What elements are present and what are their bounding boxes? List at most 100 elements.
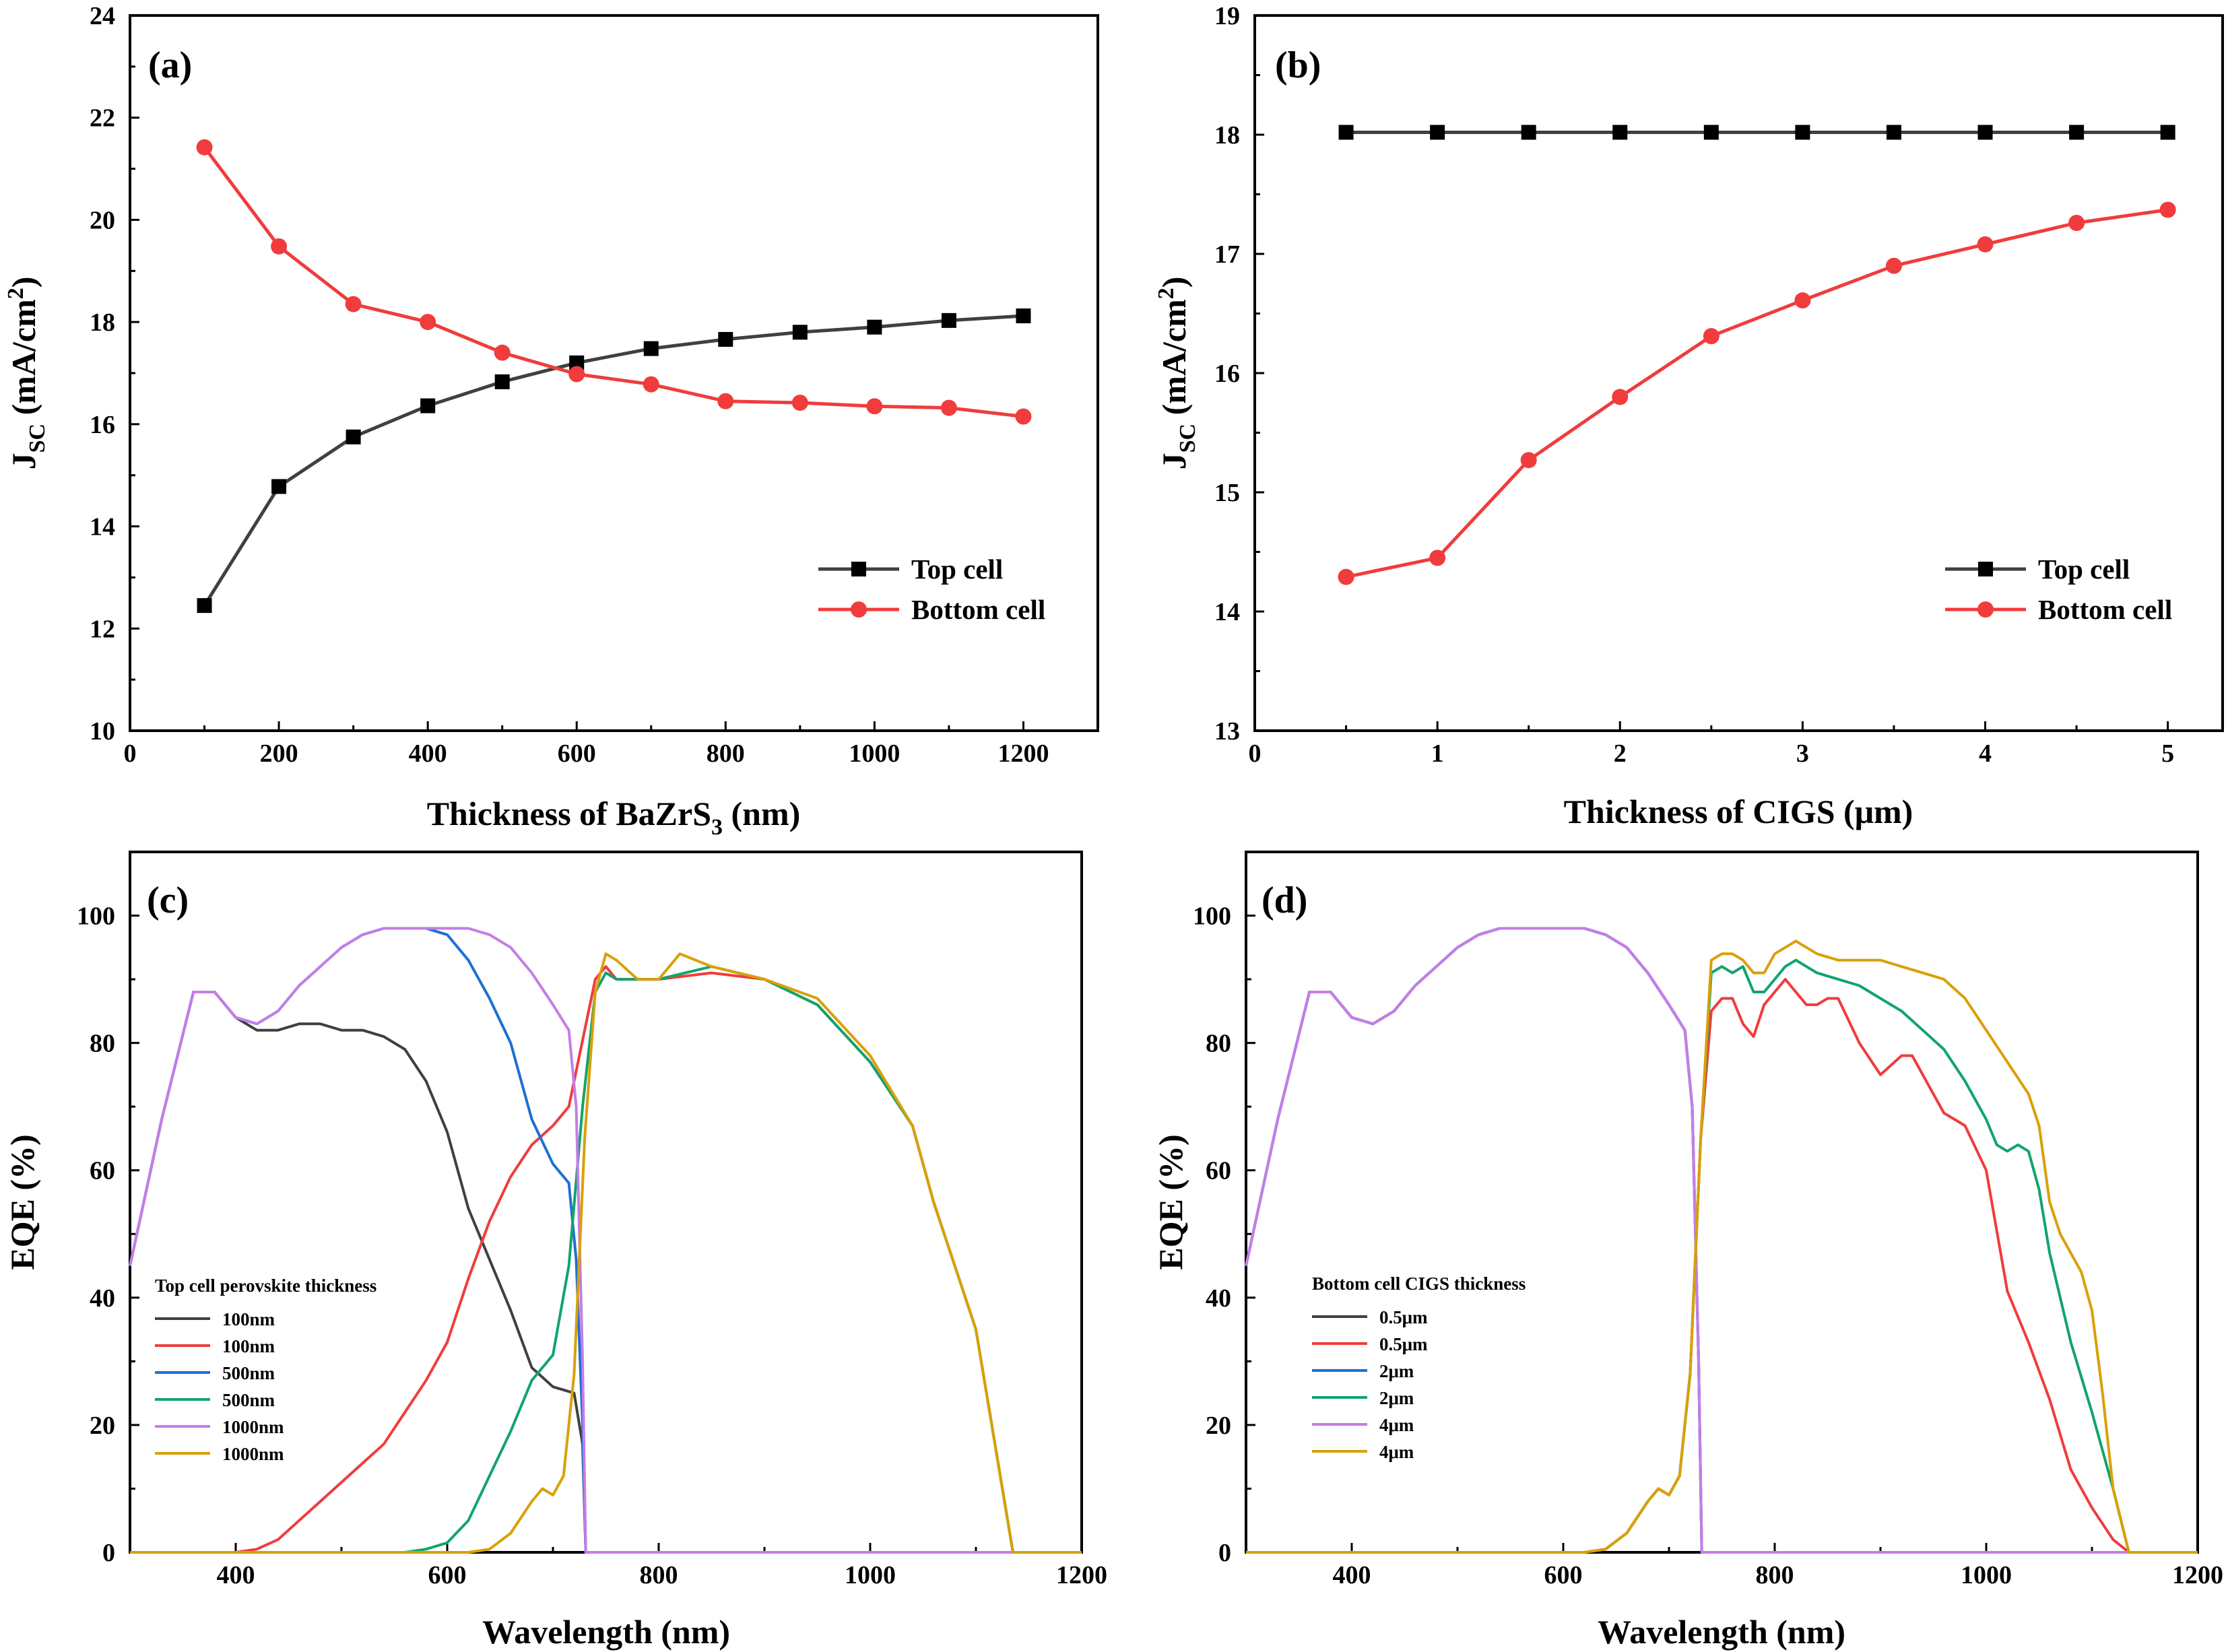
y-axis-title: JSC (mA/cm2) [1154,277,1200,470]
y-axis-title-sub: SC [1175,424,1200,453]
x-tick-label: 1000 [1961,1561,2012,1589]
series-line [129,991,1082,1554]
data-point [1430,125,1445,140]
y-tick-label: 0 [102,1539,115,1567]
y-tick-label: 16 [90,411,115,439]
y-tick-label: 24 [90,2,115,30]
panel-label: (c) [147,880,189,921]
x-axis-title-sub: 3 [711,815,723,840]
data-point [569,355,585,370]
legend-title: Bottom cell CIGS thickness [1312,1274,1526,1294]
x-tick-label: 400 [409,739,447,768]
x-tick-label: 5 [2161,739,2174,768]
x-axis-title-main: Thickness of BaZrS [427,795,711,832]
legend-label: 100nm [222,1309,275,1329]
series-line [130,965,1082,1554]
data-point [1612,389,1629,405]
legend-label: 500nm [222,1363,275,1383]
y-axis-title-tail: (mA/cm [1155,299,1193,424]
x-tick-label: 800 [640,1561,678,1589]
x-tick-label: 400 [1333,1561,1371,1589]
data-point [717,393,734,409]
data-point [1338,125,1354,140]
y-tick-label: 40 [1206,1284,1231,1313]
data-point [568,366,585,383]
panel-label: (d) [1262,880,1307,921]
x-axis-title: Thickness of CIGS (μm) [1564,793,1913,830]
x-tick-label: 400 [217,1561,255,1589]
data-point [196,139,213,156]
y-tick-label: 12 [90,615,115,643]
y-axis-title: EQE (%) [3,1134,41,1269]
data-point [494,344,511,361]
y-axis-title-main: J [1155,453,1193,469]
y-tick-label: 60 [90,1157,115,1185]
x-tick-label: 800 [707,739,745,768]
y-tick-label: 14 [1214,598,1240,626]
data-point [1612,125,1628,140]
series-line [1346,208,2169,579]
y-tick-label: 18 [1214,121,1240,150]
data-point [1795,125,1810,140]
x-axis-title: Wavelength (nm) [1598,1613,1845,1651]
x-tick-label: 1200 [997,739,1049,768]
x-axis-title-tail: (nm) [723,795,800,832]
y-tick-label: 19 [1214,2,1240,30]
y-axis-title-end: ) [1155,277,1193,288]
series-line [129,927,1082,1554]
data-point [1703,125,1719,140]
data-point [1429,550,1446,566]
y-axis-title-main: J [5,453,42,469]
panel-label: (a) [148,44,192,86]
x-tick-label: 600 [428,1561,467,1589]
series-line [1246,939,2198,1554]
panel-label: (b) [1275,44,1321,86]
data-point [941,312,956,328]
data-point [1886,125,1901,140]
legend-label: Top cell [2038,554,2130,585]
x-tick-label: 200 [260,739,298,768]
x-tick-label: 4 [1979,739,1992,768]
y-tick-label: 10 [90,717,115,746]
data-point [2069,125,2085,140]
panel-c: 400 600 800 1000 1200 0 20 40 60 80 100 Top cell p… [3,851,1107,1651]
x-tick-label: 1000 [849,739,900,768]
data-point [271,238,288,255]
legend-label: 0.5μm [1379,1334,1428,1354]
y-tick-label: 17 [1214,240,1240,269]
series-line [130,952,1082,1554]
panel-d: 400 600 800 1000 1200 0 20 40 60 80 100 Bottom cel… [1152,851,2223,1651]
data-point [791,394,808,411]
data-point [643,376,659,393]
data-point [866,398,883,415]
y-axis-title-sup: 2 [3,288,28,299]
x-tick-label: 1 [1431,739,1444,768]
series-line [1246,978,2198,1554]
x-tick-label: 800 [1756,1561,1794,1589]
y-tick-label: 100 [1193,902,1231,931]
data-point [792,325,808,340]
y-tick-label: 20 [90,206,115,234]
data-point [420,398,436,414]
x-axis-title: Thickness of BaZrS3 (nm) [427,795,801,840]
y-axis-title-sup: 2 [1154,288,1179,299]
data-point [1885,257,1902,274]
data-point [867,319,882,335]
data-point [1703,328,1719,345]
data-point [1015,408,1032,425]
data-point [718,331,733,347]
series-line [1245,927,2198,1554]
y-tick-label: 20 [1206,1412,1231,1440]
x-axis-title: Wavelength (nm) [482,1613,730,1651]
legend-label: 2μm [1379,1388,1414,1408]
legend-marker [1977,601,1994,618]
data-point [2159,201,2176,218]
y-axis-title: JSC (mA/cm2) [3,277,50,470]
data-point [940,399,957,416]
legend-marker [851,601,867,618]
y-tick-label: 80 [1206,1030,1231,1058]
legend-label: 100nm [222,1336,275,1356]
legend-label: 0.5μm [1379,1307,1428,1327]
series-line [1246,958,2198,1554]
